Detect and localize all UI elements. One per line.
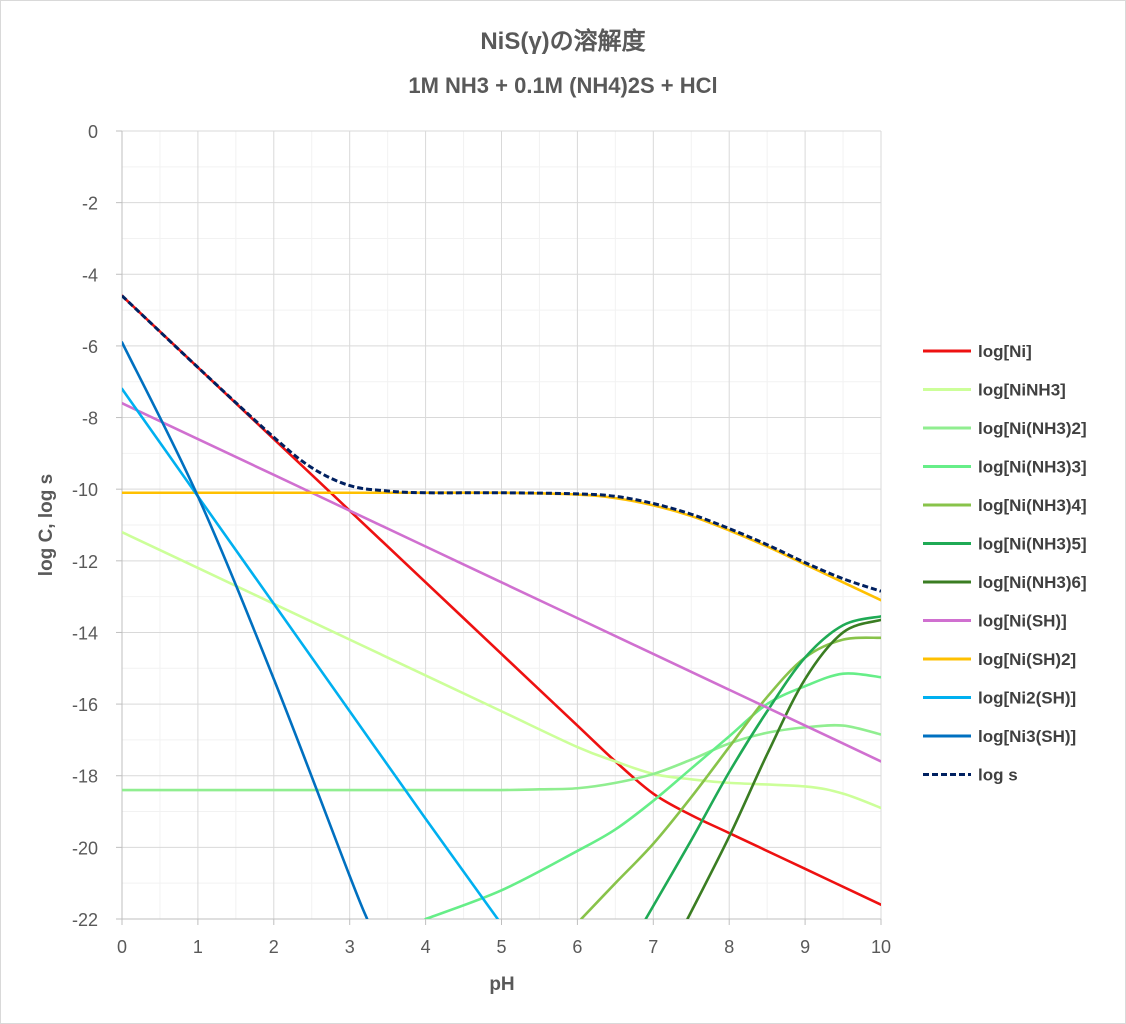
x-tick-label: 0	[117, 937, 127, 957]
legend-label-log-ni-nh3-5: log[Ni(NH3)5]	[978, 535, 1087, 554]
legend-label-log-ni-nh3-3: log[Ni(NH3)3]	[978, 458, 1087, 477]
series-line-log-s	[122, 294, 881, 593]
y-tick-label: -22	[72, 910, 98, 930]
y-tick-label: -12	[72, 552, 98, 572]
chart-title: NiS(γ)の溶解度	[480, 27, 646, 55]
y-tick-label: -8	[82, 409, 98, 429]
legend-label-log-ni3-sh: log[Ni3(SH)]	[978, 727, 1076, 746]
series-line-log-ni	[122, 294, 881, 906]
x-tick-label: 5	[496, 937, 506, 957]
series-line-log-ni3-sh	[122, 341, 369, 919]
legend-label-log-ni-sh: log[Ni(SH)]	[978, 612, 1067, 631]
legend-label-log-ni-nh3-2: log[Ni(NH3)2]	[978, 419, 1087, 438]
series-line-log-ni-nh3-4	[579, 636, 881, 919]
y-tick-label: -20	[72, 838, 98, 858]
series-line-log-ni-sh	[122, 401, 881, 763]
series-lines	[122, 294, 881, 919]
legend-label-log-ni-nh3-6: log[Ni(NH3)6]	[978, 573, 1087, 592]
y-tick-label: -18	[72, 767, 98, 787]
series-line-log-ni-nh3-2	[122, 723, 881, 792]
tick-labels: 0 1 2 3 4 5 6 7 8 9 10 0 -2 -4 -6 -8 -10 -12 -14 -16 -18 -20 -…	[72, 122, 891, 957]
series-line-log-ni2-sh	[122, 387, 499, 919]
x-tick-label: 8	[724, 937, 734, 957]
x-axis-label: pH	[489, 974, 514, 995]
y-tick-label: 0	[88, 122, 98, 142]
y-tick-label: -16	[72, 695, 98, 715]
x-tick-label: 4	[421, 937, 431, 957]
x-tick-label: 1	[193, 937, 203, 957]
series-line-log-ni-nh3-5	[644, 615, 881, 919]
x-tick-label: 2	[269, 937, 279, 957]
x-tick-label: 6	[572, 937, 582, 957]
x-tick-label: 9	[800, 937, 810, 957]
x-tick-label: 10	[871, 937, 891, 957]
series-line-log-ni-sh-2	[122, 491, 881, 602]
legend-label-log-ni: log[Ni]	[978, 342, 1032, 361]
y-tick-label: -14	[72, 623, 98, 643]
gridlines	[116, 130, 882, 925]
series-line-log-ni-nh3-6	[686, 618, 881, 919]
legend-label-log-ni2-sh: log[Ni2(SH)]	[978, 689, 1076, 708]
x-tick-label: 7	[648, 937, 658, 957]
y-tick-label: -6	[82, 337, 98, 357]
y-axis-label: log C, log s	[36, 474, 57, 576]
x-tick-label: 3	[345, 937, 355, 957]
legend-label-log-ni-sh-2: log[Ni(SH)2]	[978, 650, 1076, 669]
series-line-log-ni-nh3-3	[424, 672, 881, 919]
legend: log[Ni] log[NiNH3] log[Ni(NH3)2] log[Ni(NH3…	[923, 342, 1087, 785]
legend-label-log-s: log s	[978, 766, 1018, 785]
legend-label-log-ninh3: log[NiNH3]	[978, 381, 1066, 400]
chart-subtitle: 1M NH3 + 0.1M (NH4)2S + HCl	[408, 73, 717, 98]
y-tick-label: -4	[82, 265, 98, 285]
y-tick-label: -10	[72, 480, 98, 500]
y-tick-label: -2	[82, 194, 98, 214]
legend-label-log-ni-nh3-4: log[Ni(NH3)4]	[978, 496, 1087, 515]
